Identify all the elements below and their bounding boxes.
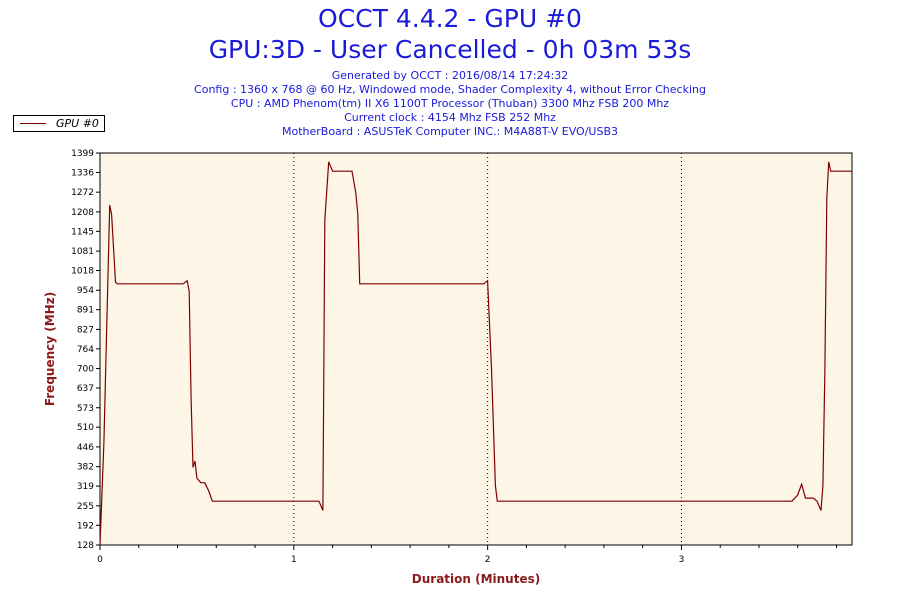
- y-tick-label-20: 1399: [71, 149, 94, 159]
- y-tick-label-18: 1272: [71, 188, 94, 198]
- y-tick-label-5: 446: [77, 443, 94, 453]
- chart-subtitle: GPU:3D - User Cancelled - 0h 03m 53s: [208, 35, 692, 64]
- y-tick-label-4: 382: [77, 463, 94, 473]
- chart-title: OCCT 4.4.2 - GPU #0: [318, 4, 582, 33]
- y-tick-label-14: 1018: [71, 267, 94, 277]
- x-axis-title: Duration (Minutes): [412, 572, 540, 586]
- plot-area: [99, 152, 853, 546]
- info-motherboard: MotherBoard : ASUSTeK Computer INC.: M4A…: [281, 125, 618, 138]
- y-tick-label-6: 510: [77, 423, 94, 433]
- x-tick-label-0: 0: [97, 555, 103, 565]
- x-tick-label-2: 2: [485, 555, 491, 565]
- y-tick-label-10: 764: [77, 345, 94, 355]
- y-tick-label-0: 128: [77, 541, 94, 551]
- y-tick-label-7: 573: [77, 404, 94, 414]
- y-tick-label-2: 255: [77, 502, 94, 512]
- y-tick-label-12: 891: [77, 306, 94, 316]
- y-tick-label-8: 637: [77, 384, 94, 394]
- series-line-gpu0: [99, 161, 852, 546]
- legend: GPU #0: [13, 115, 105, 132]
- x-tick-label-3: 3: [679, 555, 685, 565]
- y-axis: 128 192 255 319 382 446 510 573 637 700 764 827 891 9…: [71, 149, 100, 551]
- info-cpu: CPU : AMD Phenom(tm) II X6 1100T Process…: [230, 97, 670, 110]
- y-tick-label-17: 1208: [71, 208, 94, 218]
- info-config: Config : 1360 x 768 @ 60 Hz, Windowed mo…: [194, 83, 706, 96]
- x-tick-label-1: 1: [291, 555, 297, 565]
- y-tick-label-11: 827: [77, 325, 94, 335]
- y-tick-label-13: 954: [77, 286, 94, 296]
- y-tick-label-16: 1145: [71, 227, 94, 237]
- grid-lines: [293, 153, 682, 545]
- info-generated: Generated by OCCT : 2016/08/14 17:24:32: [331, 69, 569, 82]
- legend-label-gpu0: GPU #0: [56, 117, 99, 130]
- x-axis: 0 1 2 3: [97, 545, 837, 565]
- info-clock: Current clock : 4154 Mhz FSB 252 Mhz: [344, 111, 556, 124]
- legend-swatch: [20, 123, 46, 124]
- y-axis-title: Frequency (MHz): [43, 292, 57, 406]
- y-tick-label-9: 700: [77, 365, 94, 375]
- y-tick-label-1: 192: [77, 521, 94, 531]
- y-tick-label-19: 1336: [71, 168, 94, 178]
- y-tick-label-3: 319: [77, 482, 94, 492]
- y-tick-label-15: 1081: [71, 247, 94, 257]
